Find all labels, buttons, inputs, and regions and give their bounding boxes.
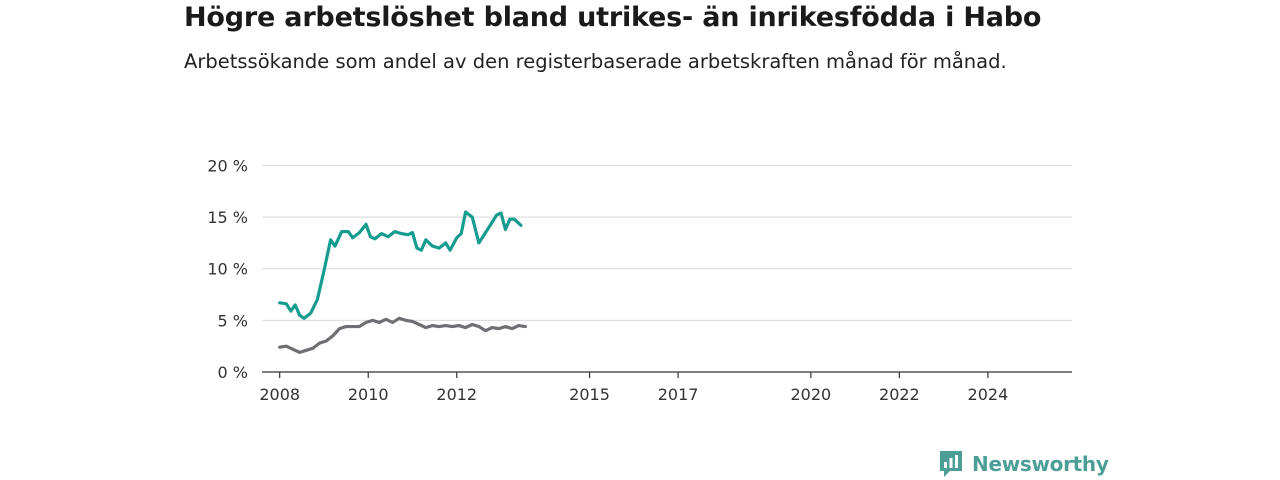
- y-tick-label: 10 %: [207, 260, 248, 279]
- x-tick-label: 2012: [436, 385, 477, 404]
- x-axis: 2008 2010 2012 2015 2017 2020 2022 2024: [259, 372, 1008, 404]
- y-tick-label: 0 %: [218, 363, 248, 382]
- brand-name: Newsworthy: [972, 452, 1109, 476]
- x-tick-label: 2010: [348, 385, 389, 404]
- series-lines: [278, 210, 527, 354]
- x-tick-label: 2017: [658, 385, 699, 404]
- x-tick-label: 2022: [879, 385, 920, 404]
- brand-logo: Newsworthy: [938, 449, 1109, 479]
- y-tick-label: 15 %: [207, 208, 248, 227]
- x-tick-label: 2024: [968, 385, 1009, 404]
- chart-title: Högre arbetslöshet bland utrikes- än inr…: [184, 2, 1042, 33]
- x-tick-label: 2015: [569, 385, 610, 404]
- series-line-utlandsfodda: [278, 210, 523, 320]
- y-axis-labels: 0 % 5 % 10 % 15 % 20 %: [207, 156, 248, 382]
- y-tick-label: 20 %: [207, 156, 248, 175]
- y-tick-label: 5 %: [218, 311, 248, 330]
- newsworthy-logo-icon: [940, 451, 962, 477]
- series-line-total: [278, 316, 527, 354]
- x-tick-label: 2008: [259, 385, 300, 404]
- x-tick-label: 2020: [790, 385, 831, 404]
- grid-lines: [262, 164, 1072, 373]
- chart-subtitle: Arbetssökande som andel av den registerb…: [184, 50, 1007, 73]
